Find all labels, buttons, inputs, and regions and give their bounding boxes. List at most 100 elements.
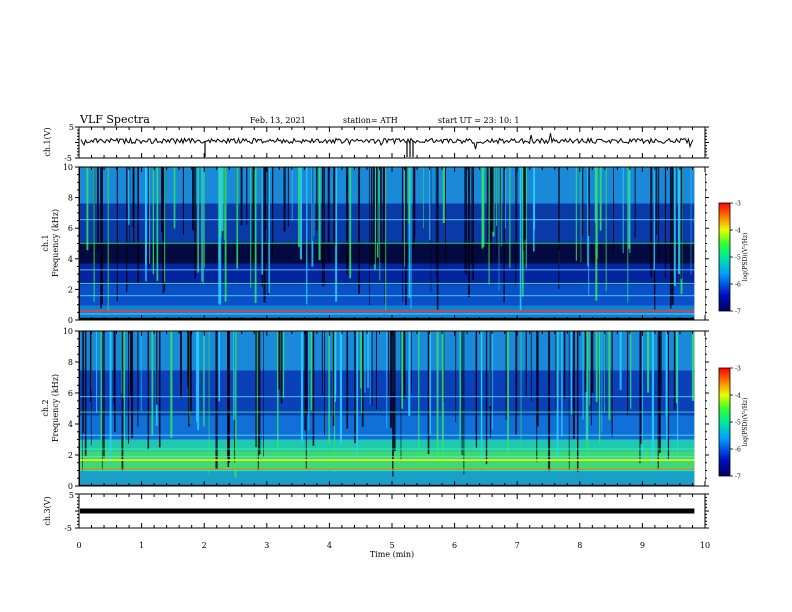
axis-ticks — [75, 126, 709, 529]
sferic-streak — [316, 167, 318, 231]
spectrogram-band — [80, 305, 695, 309]
sferic-streak — [358, 167, 361, 295]
sferic-streak — [156, 167, 159, 281]
sferic-streak — [282, 331, 285, 399]
sferic-streak — [489, 331, 492, 438]
spectrogram-band — [80, 167, 695, 171]
x-tick-label: 4 — [327, 541, 332, 550]
y-tick-label: 10 — [63, 327, 73, 336]
sferic-streak — [369, 331, 371, 405]
sferic-streak — [651, 331, 654, 464]
sferic-streak — [140, 331, 142, 411]
sferic-streak — [89, 331, 92, 402]
sferic-streak — [180, 331, 182, 398]
spectrogram-band — [80, 451, 695, 455]
sferic-streak — [435, 167, 437, 276]
spectrogram-band — [80, 266, 695, 270]
ch2-colorbar-label: log(PSD)(V²/Hz) — [742, 398, 749, 447]
x-tick-label: 8 — [577, 541, 582, 550]
sferic-streak — [568, 331, 570, 470]
tone-line — [80, 470, 695, 472]
sferic-streak — [586, 331, 589, 470]
spectrogram-band — [80, 179, 695, 183]
x-tick-label: 2 — [202, 541, 207, 550]
y-tick-label: 8 — [68, 358, 73, 367]
spectrogram-band — [80, 427, 695, 431]
sferic-streak — [137, 331, 139, 427]
sferic-streak — [386, 331, 388, 429]
sferic-streak — [572, 331, 575, 439]
sferic-streak — [639, 331, 641, 464]
spectrogram-band — [80, 478, 695, 482]
tone-line — [80, 456, 695, 458]
y-tick-label: 8 — [68, 194, 73, 203]
y-tick-label: 2 — [68, 285, 73, 294]
sferic-streak — [630, 331, 632, 409]
sferic-streak — [312, 167, 314, 241]
ch2-spectrogram-image — [80, 331, 705, 486]
spectrogram-band — [80, 448, 695, 452]
colorbar-tick-label: -5 — [735, 420, 741, 427]
sferic-streak — [173, 167, 176, 229]
spectrogram-band — [80, 221, 695, 225]
sferic-streak — [287, 167, 289, 228]
sferic-streak — [383, 167, 385, 227]
sferic-streak — [598, 331, 601, 445]
sferic-streak — [291, 167, 293, 222]
spectrogram-band — [80, 182, 695, 186]
sferic-streak — [324, 331, 326, 437]
sferic-streak — [467, 167, 470, 298]
sferic-streak — [464, 167, 466, 274]
sferic-streak — [580, 167, 582, 263]
sferic-streak — [376, 167, 378, 245]
sferic-streak — [509, 167, 511, 268]
sferic-streak — [666, 331, 668, 464]
sferic-streak — [132, 167, 135, 228]
sferic-streak — [82, 331, 84, 434]
sferic-streak — [93, 167, 95, 302]
sferic-streak — [455, 331, 457, 423]
sferic-streak — [465, 167, 468, 276]
spectrogram-band — [80, 469, 695, 473]
sferic-streak — [563, 331, 566, 399]
sferic-streak — [121, 331, 124, 471]
spectrogram-band — [80, 430, 695, 434]
sferic-streak — [221, 167, 224, 231]
sferic-streak — [202, 167, 204, 285]
x-tick-label: 9 — [640, 541, 645, 550]
sferic-streak — [658, 331, 661, 453]
ch1-spectrogram-ylabel: ch.1 — [41, 234, 50, 251]
sferic-streak — [515, 167, 517, 285]
tone-line — [80, 468, 695, 470]
colorbar-tick-label: -4 — [735, 228, 741, 235]
ch3-ytick-label: -5 — [64, 524, 72, 533]
sferic-streak — [246, 167, 248, 225]
x-tick-label: 6 — [452, 541, 457, 550]
sferic-streak — [107, 167, 109, 312]
tone-line — [80, 242, 695, 244]
sferic-streak — [690, 167, 692, 275]
sferic-streak — [582, 331, 584, 420]
sferic-streak — [100, 331, 102, 472]
sferic-streak — [189, 331, 192, 412]
sferic-streak — [371, 331, 373, 407]
spectrogram-band — [80, 209, 695, 213]
ch1-waveform-trace — [80, 133, 694, 157]
sferic-streak — [261, 167, 263, 275]
x-tick-label: 3 — [264, 541, 269, 550]
ch3-waveform-ylabel: ch.3(V) — [43, 496, 52, 525]
spectrogram-band — [80, 299, 695, 303]
ch1-spectrogram-image — [80, 167, 705, 320]
sferic-streak — [86, 167, 89, 251]
ch1-ytick-label: -5 — [64, 154, 72, 163]
spectrogram-band — [80, 257, 695, 261]
sferic-streak — [240, 167, 243, 226]
colorbar-tick-label: -6 — [735, 282, 741, 289]
sferic-streak — [321, 167, 324, 287]
sferic-streak — [227, 331, 229, 458]
sferic-streak — [156, 331, 158, 405]
spectrogram-band — [80, 460, 695, 464]
sferic-streak — [278, 331, 280, 390]
colorbar-tick-label: -4 — [735, 393, 741, 400]
